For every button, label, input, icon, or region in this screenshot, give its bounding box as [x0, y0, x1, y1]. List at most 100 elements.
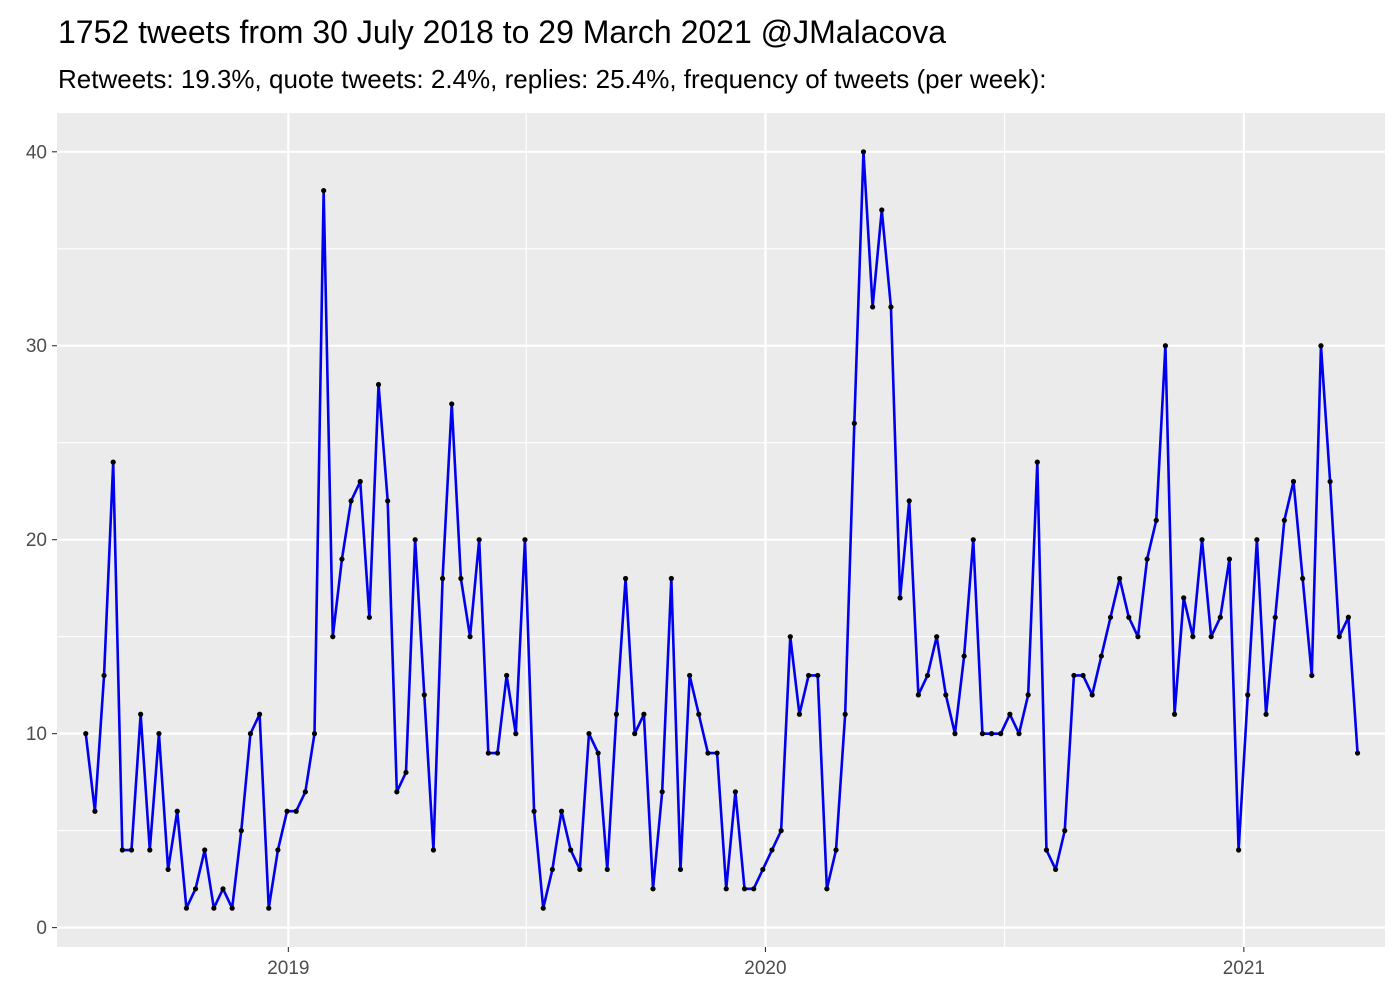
data-point	[1107, 614, 1114, 620]
data-point	[1245, 692, 1251, 698]
data-point	[1300, 575, 1306, 582]
data-point	[1007, 711, 1013, 717]
data-point	[385, 498, 391, 504]
data-point	[613, 711, 620, 717]
data-point	[833, 847, 839, 853]
data-point	[394, 789, 400, 795]
data-point	[952, 731, 958, 737]
data-point	[1290, 478, 1297, 485]
data-point	[723, 886, 729, 892]
data-point	[257, 711, 263, 717]
data-point	[156, 731, 162, 737]
data-point	[1190, 634, 1196, 640]
data-point	[284, 808, 290, 814]
data-point	[632, 731, 638, 737]
data-point	[604, 866, 610, 873]
data-point	[275, 847, 281, 853]
data-point	[449, 401, 455, 407]
data-point	[1208, 634, 1214, 640]
data-point	[1043, 847, 1050, 853]
x-tick-label: 2019	[267, 958, 309, 979]
data-point	[687, 672, 693, 679]
series-line	[84, 150, 1359, 910]
data-point	[1162, 343, 1169, 349]
data-point	[815, 672, 821, 679]
data-point	[1080, 672, 1086, 679]
data-point	[787, 634, 793, 640]
data-point	[494, 750, 501, 756]
y-tick-label: 0	[36, 918, 47, 939]
data-point	[339, 556, 345, 562]
data-point	[659, 789, 665, 795]
data-point	[302, 789, 308, 795]
data-point	[1053, 866, 1059, 873]
data-point	[696, 711, 702, 717]
data-point	[1199, 537, 1205, 543]
data-point	[403, 769, 409, 776]
data-point	[741, 886, 748, 892]
data-point	[138, 711, 144, 717]
data-point	[705, 750, 711, 756]
x-tick-label: 2020	[744, 958, 786, 979]
data-point	[915, 692, 921, 698]
data-point	[668, 575, 674, 582]
data-point	[1226, 556, 1233, 562]
data-point	[677, 866, 684, 873]
chart-title: 1752 tweets from 30 July 2018 to 29 Marc…	[58, 14, 946, 50]
chart-subtitle: Retweets: 19.3%, quote tweets: 2.4%, rep…	[58, 64, 1047, 94]
data-point	[979, 731, 986, 737]
data-point	[796, 711, 803, 717]
data-point	[366, 614, 372, 620]
data-point	[824, 886, 830, 892]
data-point	[751, 886, 757, 892]
data-point	[531, 808, 537, 814]
data-point	[485, 750, 491, 756]
data-point	[577, 866, 583, 873]
y-tick-label: 10	[26, 724, 47, 745]
data-point	[174, 808, 180, 814]
grid-lines	[57, 113, 1385, 947]
data-point	[504, 672, 510, 679]
data-point	[1336, 634, 1342, 640]
data-point	[888, 304, 894, 310]
data-series	[83, 149, 1361, 911]
data-point	[540, 905, 546, 911]
data-point	[870, 304, 876, 310]
data-point	[439, 575, 446, 582]
data-point	[1126, 614, 1132, 620]
data-point	[778, 828, 784, 834]
data-point	[311, 731, 318, 737]
data-point	[970, 537, 976, 543]
data-point	[165, 866, 171, 873]
data-point	[1345, 614, 1351, 620]
data-point	[128, 847, 135, 853]
data-point	[924, 672, 931, 679]
data-point	[229, 905, 235, 911]
data-point	[622, 575, 629, 582]
data-point	[650, 886, 656, 892]
y-tick-label: 40	[26, 142, 47, 163]
data-point	[1263, 711, 1269, 717]
data-point	[558, 808, 565, 814]
data-point	[879, 207, 885, 213]
data-point	[183, 905, 189, 911]
data-point	[192, 886, 199, 892]
data-point	[321, 187, 327, 194]
data-point	[943, 692, 949, 698]
data-point	[732, 789, 738, 795]
data-point	[1062, 828, 1068, 834]
y-tick-label: 20	[26, 530, 47, 551]
data-point	[1281, 517, 1287, 523]
data-point	[760, 866, 766, 873]
data-point	[110, 459, 116, 465]
x-tick-label: 2021	[1223, 958, 1265, 979]
data-point	[897, 595, 903, 601]
data-point	[586, 731, 592, 737]
data-point	[375, 381, 382, 388]
data-point	[1181, 595, 1187, 601]
data-point	[430, 847, 437, 853]
data-point	[568, 847, 574, 853]
data-point	[1309, 672, 1315, 679]
data-point	[769, 847, 775, 853]
